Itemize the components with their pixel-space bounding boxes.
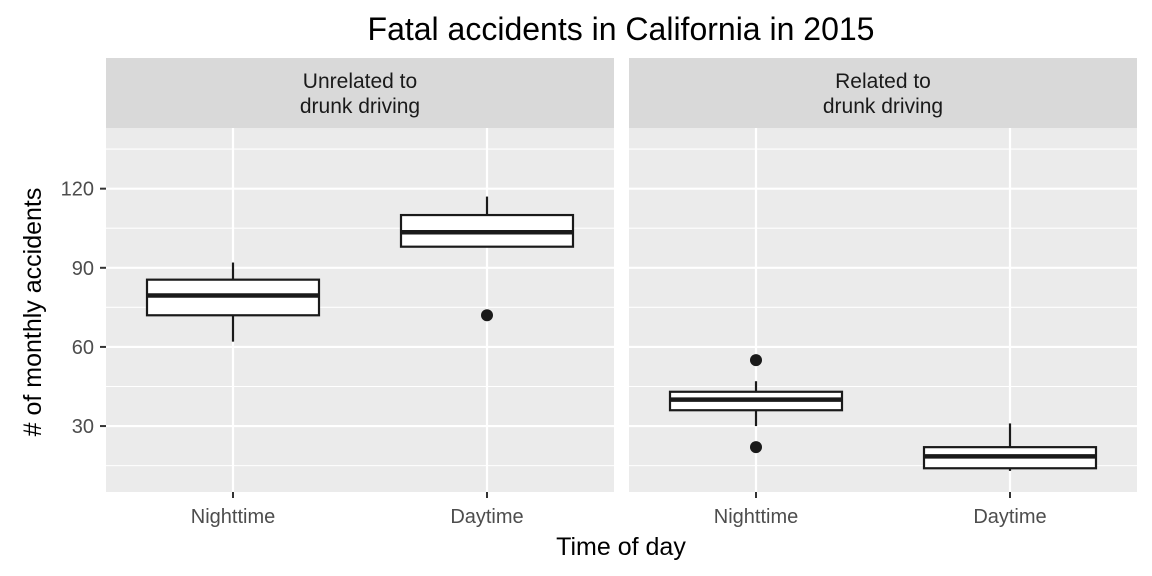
facet-strip	[629, 58, 1137, 128]
boxplot-daytime	[922, 423, 1098, 471]
outlier-point	[750, 354, 762, 367]
y-axis-title: # of monthly accidents	[19, 188, 47, 437]
y-axis: 30 60 90 120	[61, 179, 106, 438]
facet-label: drunk driving	[823, 95, 943, 118]
y-tick-label: 30	[72, 416, 94, 438]
panel-background	[629, 128, 1137, 492]
facet-label: drunk driving	[300, 95, 420, 118]
x-tick-label: Nighttime	[191, 506, 275, 528]
y-tick-label: 90	[72, 258, 94, 280]
facet-strip	[106, 58, 614, 128]
outlier-point	[750, 441, 762, 454]
y-tick-label: 120	[61, 179, 94, 201]
outlier-point	[481, 309, 493, 322]
y-tick-label: 60	[72, 337, 94, 359]
facet-label: Related to	[835, 70, 931, 93]
x-tick-label: Nighttime	[714, 506, 798, 528]
facet-label: Unrelated to	[303, 70, 417, 93]
x-tick-label: Daytime	[450, 506, 523, 528]
boxplot-nighttime	[145, 262, 321, 342]
chart-title: Fatal accidents in California in 2015	[368, 11, 875, 47]
boxplot-nighttime	[668, 354, 844, 454]
x-axis-title: Time of day	[556, 533, 686, 561]
x-tick-label: Daytime	[973, 506, 1046, 528]
boxplot-daytime	[399, 196, 575, 322]
